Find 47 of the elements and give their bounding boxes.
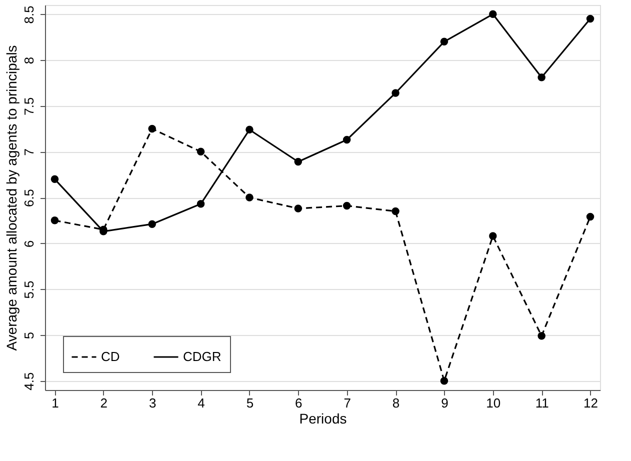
x-tick-label: 2 [100, 396, 108, 410]
x-tick-label: 8 [392, 396, 400, 410]
point [586, 212, 594, 221]
x-tick-label: 9 [441, 396, 448, 410]
y-tick-label: 5.5 [22, 280, 36, 299]
point [392, 89, 400, 97]
y-axis-title: Average amount allocated by agents to principals [4, 45, 20, 351]
x-tick-label: 4 [198, 396, 205, 410]
point [246, 194, 254, 202]
y-tick-label: 4.5 [22, 372, 36, 390]
y-tick-label: 8 [22, 56, 36, 64]
point [538, 74, 546, 82]
y-tick-label: 8.5 [22, 6, 36, 24]
point [342, 202, 351, 210]
point [246, 126, 254, 134]
x-axis-title: Periods [299, 410, 347, 426]
y-tick-label: 6.5 [22, 188, 36, 208]
x-tick-label: 1 [52, 396, 59, 410]
x-tick-label: 12 [584, 396, 598, 410]
point [294, 204, 302, 212]
y-tick-label: 7 [22, 148, 36, 156]
point [50, 175, 59, 184]
point [342, 136, 351, 144]
point [148, 220, 156, 228]
x-tick-label: 11 [535, 396, 549, 410]
point [440, 376, 448, 385]
point [489, 232, 497, 240]
point [294, 158, 302, 166]
y-tick-label: 6 [22, 240, 36, 248]
point [538, 332, 546, 340]
x-tick-label: 10 [486, 396, 501, 410]
x-tick-label: 3 [148, 396, 156, 410]
x-tick-label: 5 [246, 396, 254, 410]
legend-label: CD [101, 349, 120, 364]
point [586, 14, 594, 23]
point [50, 216, 59, 224]
x-tick-label: 6 [295, 396, 302, 410]
point [392, 207, 400, 216]
point [196, 200, 205, 208]
x-tick-label: 7 [344, 396, 351, 410]
legend-label: CDGR [183, 349, 222, 364]
y-tick-label: 7.5 [22, 97, 36, 116]
y-tick-label: 5 [22, 332, 36, 340]
point [148, 124, 156, 133]
point [489, 10, 497, 18]
point [196, 148, 205, 156]
point [440, 38, 448, 46]
